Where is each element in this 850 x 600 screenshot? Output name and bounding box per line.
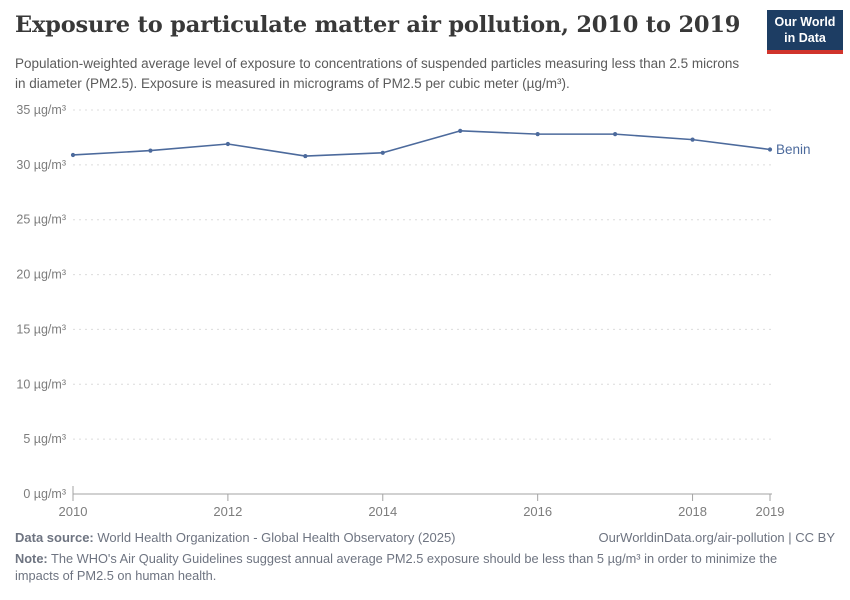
data-point-benin-2016[interactable] bbox=[535, 132, 540, 137]
data-point-benin-2011[interactable] bbox=[148, 148, 153, 153]
x-tick-label: 2018 bbox=[678, 504, 707, 519]
owid-logo[interactable]: Our World in Data bbox=[767, 10, 843, 55]
footer-note-text: The WHO's Air Quality Guidelines suggest… bbox=[15, 551, 778, 583]
owid-logo-line2: in Data bbox=[784, 30, 826, 45]
x-tick-label: 2012 bbox=[213, 504, 242, 519]
owid-logo-line1: Our World bbox=[774, 15, 836, 29]
y-tick-label: 5 µg/m³ bbox=[23, 432, 66, 446]
y-tick-label: 10 µg/m³ bbox=[16, 377, 66, 391]
data-source-text: World Health Organization - Global Healt… bbox=[93, 530, 456, 545]
y-tick-label: 0 µg/m³ bbox=[23, 487, 66, 501]
data-point-benin-2018[interactable] bbox=[690, 137, 695, 142]
chart-svg: 0 µg/m³ 5 µg/m³ 10 µg/m³ 15 µg/m³ 20 µg/m³ 25… bbox=[16, 103, 811, 519]
data-point-benin-2017[interactable] bbox=[613, 132, 618, 137]
x-tick-label: 2014 bbox=[368, 504, 397, 519]
data-point-benin-2014[interactable] bbox=[380, 150, 385, 155]
data-source-label: Data source: bbox=[15, 530, 94, 545]
footer-note: Note: The WHO's Air Quality Guidelines s… bbox=[15, 551, 805, 585]
y-tick-label: 15 µg/m³ bbox=[16, 322, 66, 336]
series-label-benin[interactable]: Benin bbox=[776, 142, 811, 157]
data-point-benin-2012[interactable] bbox=[225, 141, 230, 147]
series-line-benin[interactable] bbox=[72, 130, 771, 157]
y-tick-label: 35 µg/m³ bbox=[16, 103, 66, 117]
y-tick-label: 30 µg/m³ bbox=[16, 158, 66, 172]
data-point-benin-2015[interactable] bbox=[458, 128, 463, 133]
footer-note-label: Note: bbox=[15, 551, 48, 566]
page-title: Exposure to particulate matter air pollu… bbox=[15, 12, 741, 38]
y-tick-label: 25 µg/m³ bbox=[16, 213, 66, 227]
data-source: Data source: World Health Organization -… bbox=[15, 530, 456, 545]
x-tick-label: 2010 bbox=[59, 504, 88, 519]
data-point-benin-2019[interactable] bbox=[767, 147, 773, 152]
license-link[interactable]: OurWorldinData.org/air-pollution | CC BY bbox=[598, 530, 835, 545]
footer-row: Data source: World Health Organization -… bbox=[15, 530, 835, 545]
x-tick-label: 2016 bbox=[523, 504, 552, 519]
y-tick-label: 20 µg/m³ bbox=[16, 268, 66, 282]
x-tick-label: 2019 bbox=[756, 504, 785, 519]
chart-subtitle: Population-weighted average level of exp… bbox=[15, 56, 740, 91]
data-point-benin-2013[interactable] bbox=[303, 153, 308, 159]
data-point-benin-2010[interactable] bbox=[70, 152, 76, 158]
